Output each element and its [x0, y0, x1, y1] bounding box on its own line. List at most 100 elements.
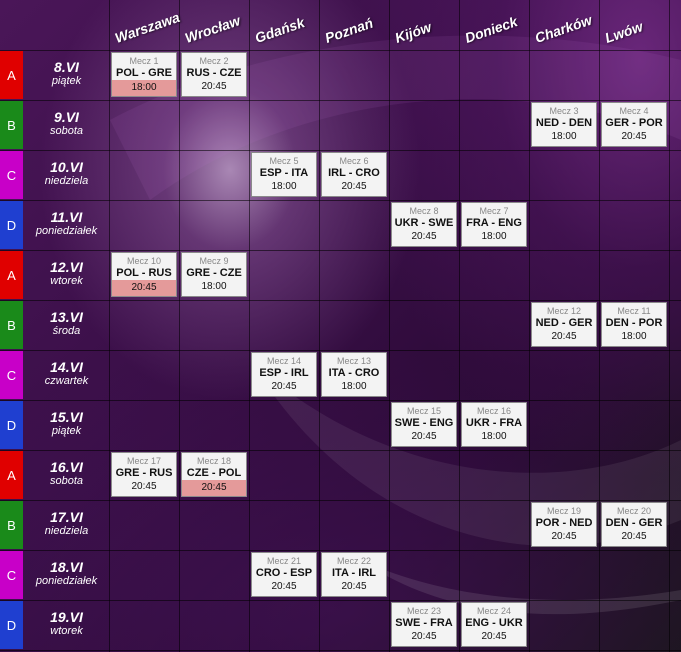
day-weekday: piątek [51, 425, 82, 437]
day-date: 17.VI [50, 509, 83, 525]
grid-column-line [529, 0, 530, 652]
match-teams: NED - GER [535, 317, 593, 329]
group-tag: B [0, 301, 23, 349]
match-cell[interactable]: Mecz 2 RUS - CZE 20:45 [181, 52, 247, 97]
match-cell[interactable]: Mecz 6 IRL - CRO 20:45 [321, 152, 387, 197]
match-time: 18:00 [201, 281, 227, 292]
match-time: 20:45 [201, 81, 227, 92]
match-teams: DEN - POR [605, 317, 663, 329]
match-cell[interactable]: Mecz 4 GER - POR 20:45 [601, 102, 667, 147]
city-header: Gdańsk [252, 14, 307, 46]
match-teams: IRL - CRO [328, 167, 380, 179]
match-time: 20:45 [621, 531, 647, 542]
grid-row-line [0, 400, 681, 401]
match-number: Mecz 20 [616, 506, 651, 516]
match-teams: ITA - IRL [332, 567, 376, 579]
grid-row-line [0, 150, 681, 151]
day-date: 8.VI [54, 59, 79, 75]
match-teams: POL - GRE [115, 67, 173, 79]
day-weekday: piątek [51, 75, 82, 87]
match-time: 20:45 [341, 581, 367, 592]
grid-row-line [0, 350, 681, 351]
match-number: Mecz 14 [266, 356, 301, 366]
match-teams: GRE - RUS [115, 467, 173, 479]
match-cell[interactable]: Mecz 14 ESP - IRL 20:45 [251, 352, 317, 397]
match-number: Mecz 6 [339, 156, 369, 166]
match-teams: ENG - UKR [465, 617, 523, 629]
group-tag: C [0, 351, 23, 399]
match-time: 20:45 [182, 480, 246, 496]
match-cell[interactable]: Mecz 10 POL - RUS 20:45 [111, 252, 177, 297]
day-weekday: niedziela [44, 175, 89, 187]
grid-row-line [0, 50, 681, 51]
match-cell[interactable]: Mecz 11 DEN - POR 18:00 [601, 302, 667, 347]
match-cell[interactable]: Mecz 13 ITA - CRO 18:00 [321, 352, 387, 397]
grid-column-line [249, 0, 250, 652]
city-header: Warszawa [112, 8, 182, 46]
match-number: Mecz 7 [479, 206, 509, 216]
match-cell[interactable]: Mecz 1 POL - GRE 18:00 [111, 52, 177, 97]
day-weekday: czwartek [44, 375, 89, 387]
match-number: Mecz 9 [199, 256, 229, 266]
grid-column-line [109, 0, 110, 652]
group-tag: C [0, 151, 23, 199]
day-label: 14.VI czwartek [24, 351, 109, 399]
day-weekday: poniedziałek [35, 575, 98, 587]
match-time: 20:45 [481, 631, 507, 642]
grid-column-line [319, 0, 320, 652]
match-cell[interactable]: Mecz 17 GRE - RUS 20:45 [111, 452, 177, 497]
match-cell[interactable]: Mecz 3 NED - DEN 18:00 [531, 102, 597, 147]
match-teams: DEN - GER [605, 517, 663, 529]
match-cell[interactable]: Mecz 16 UKR - FRA 18:00 [461, 402, 527, 447]
day-date: 12.VI [50, 259, 83, 275]
match-teams: GER - POR [605, 117, 663, 129]
match-number: Mecz 23 [406, 606, 441, 616]
match-cell[interactable]: Mecz 8 UKR - SWE 20:45 [391, 202, 457, 247]
group-tag: D [0, 401, 23, 449]
match-number: Mecz 13 [336, 356, 371, 366]
day-weekday: niedziela [44, 525, 89, 537]
match-cell[interactable]: Mecz 5 ESP - ITA 18:00 [251, 152, 317, 197]
match-teams: FRA - ENG [466, 217, 522, 229]
match-number: Mecz 3 [549, 106, 579, 116]
day-label: 8.VI piątek [24, 51, 109, 99]
grid-row-line [0, 600, 681, 601]
day-date: 14.VI [50, 359, 83, 375]
match-teams: ITA - CRO [328, 367, 380, 379]
group-tag: D [0, 601, 23, 649]
day-label: 17.VI niedziela [24, 501, 109, 549]
match-time: 20:45 [131, 481, 157, 492]
match-cell[interactable]: Mecz 18 CZE - POL 20:45 [181, 452, 247, 497]
match-cell[interactable]: Mecz 24 ENG - UKR 20:45 [461, 602, 527, 647]
match-time: 18:00 [621, 331, 647, 342]
match-teams: UKR - FRA [465, 417, 523, 429]
match-cell[interactable]: Mecz 15 SWE - ENG 20:45 [391, 402, 457, 447]
match-number: Mecz 10 [126, 256, 161, 266]
match-cell[interactable]: Mecz 12 NED - GER 20:45 [531, 302, 597, 347]
day-label: 11.VI poniedziałek [24, 201, 109, 249]
day-label: 10.VI niedziela [24, 151, 109, 199]
city-header: Wrocław [182, 12, 243, 46]
match-cell[interactable]: Mecz 19 POR - NED 20:45 [531, 502, 597, 547]
match-time: 18:00 [551, 131, 577, 142]
group-tag: A [0, 451, 23, 499]
match-time: 20:45 [271, 581, 297, 592]
match-time: 20:45 [112, 280, 176, 296]
grid-row-line [0, 300, 681, 301]
match-cell[interactable]: Mecz 9 GRE - CZE 18:00 [181, 252, 247, 297]
grid-column-line [389, 0, 390, 652]
match-number: Mecz 1 [129, 56, 159, 66]
match-cell[interactable]: Mecz 23 SWE - FRA 20:45 [391, 602, 457, 647]
match-cell[interactable]: Mecz 22 ITA - IRL 20:45 [321, 552, 387, 597]
match-cell[interactable]: Mecz 20 DEN - GER 20:45 [601, 502, 667, 547]
grid-column-line [599, 0, 600, 652]
day-weekday: wtorek [50, 275, 83, 287]
match-cell[interactable]: Mecz 7 FRA - ENG 18:00 [461, 202, 527, 247]
match-teams: GRE - CZE [186, 267, 242, 279]
day-label: 18.VI poniedziałek [24, 551, 109, 599]
day-date: 11.VI [50, 209, 83, 225]
match-teams: CZE - POL [186, 467, 242, 479]
match-cell[interactable]: Mecz 21 CRO - ESP 20:45 [251, 552, 317, 597]
group-tag: D [0, 201, 23, 249]
match-number: Mecz 22 [336, 556, 371, 566]
